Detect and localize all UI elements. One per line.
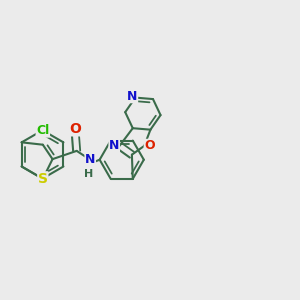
Text: N: N [127,90,138,103]
Text: S: S [38,172,48,186]
Text: N: N [109,140,119,152]
Text: H: H [84,169,93,179]
Text: N: N [85,153,95,166]
Text: O: O [69,122,81,136]
Text: O: O [144,140,155,152]
Text: Cl: Cl [36,124,50,137]
